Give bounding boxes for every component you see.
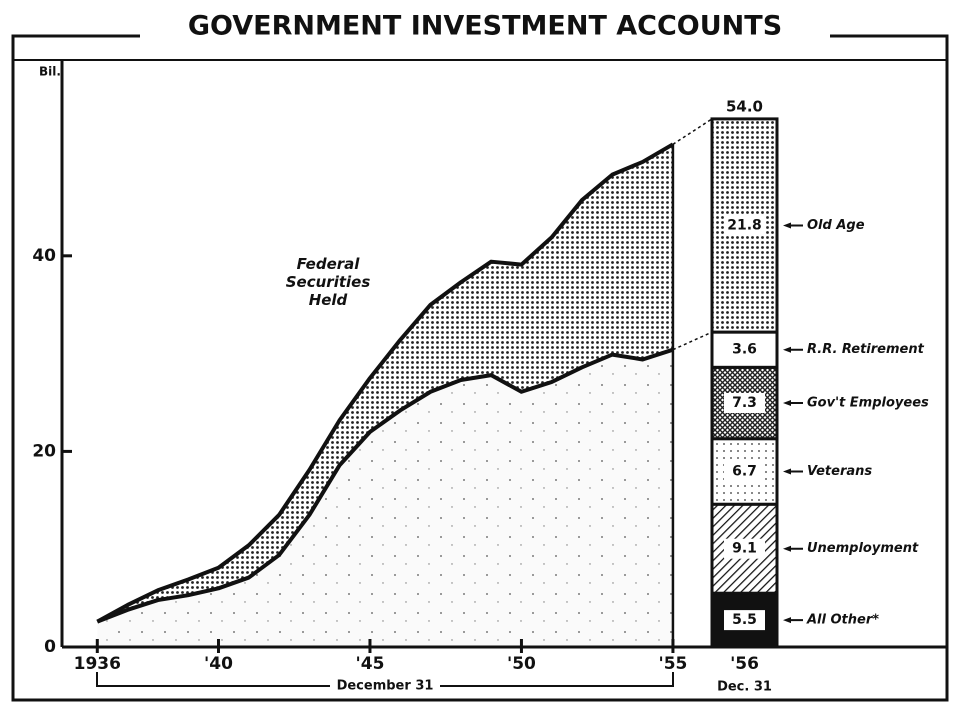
annotation: Federal Securities Held [285, 255, 371, 309]
line [96, 347, 674, 624]
segment-label-bg [724, 538, 765, 559]
segment-label: 7.3 [732, 395, 757, 411]
segment-label-bg [724, 215, 765, 236]
line [96, 142, 674, 624]
segment-label: 5.5 [732, 612, 757, 628]
x-axis-label: December 31 [337, 679, 434, 694]
segment-label: 3.6 [732, 342, 757, 358]
segment-label: 21.8 [727, 217, 762, 233]
chart-title: GOVERNMENT INVESTMENT ACCOUNTS [188, 11, 782, 42]
pointer [783, 399, 803, 406]
segment-name: Veterans [807, 464, 872, 479]
segment-name: R.R. Retirement [807, 342, 925, 357]
segment-name: All Other* [806, 613, 879, 628]
title-bg [140, 10, 830, 44]
segment-name: Unemployment [807, 541, 919, 556]
y-tick-label: 40 [32, 246, 56, 266]
x-bracket [96, 672, 674, 687]
segment-name: Gov't Employees [807, 395, 929, 410]
x-tick-label: 1936 [74, 654, 121, 674]
segment-label-bg [724, 461, 765, 482]
segment-name: Old Age [807, 218, 865, 233]
bar-total: 54.0 [726, 97, 763, 115]
x-tick-label: '55 [659, 654, 688, 674]
x-tick-label: '40 [204, 654, 233, 674]
y-unit: Bil. [39, 65, 61, 79]
segment-label-bg [724, 392, 765, 413]
pointer [783, 545, 803, 552]
y-tick-label: 20 [32, 441, 56, 461]
bar-category: '56 [730, 654, 759, 674]
x-tick-label: '45 [356, 654, 385, 674]
area-upper [97, 144, 673, 622]
segment-label-bg [724, 610, 765, 631]
connector [672, 118, 713, 145]
pointer [783, 346, 803, 353]
segment-label: 9.1 [732, 541, 757, 557]
pointer [783, 222, 803, 229]
bar-segment [710, 365, 779, 441]
pointer [783, 468, 803, 475]
pointer [783, 617, 803, 624]
area-lower [97, 349, 673, 647]
segment-label-bg [724, 339, 765, 360]
y-tick-label: 0 [44, 637, 56, 657]
connector [672, 331, 713, 351]
segment-label: 6.7 [732, 463, 757, 479]
x-tick-label: '50 [507, 654, 536, 674]
bar-sublabel: Dec. 31 [717, 680, 772, 695]
